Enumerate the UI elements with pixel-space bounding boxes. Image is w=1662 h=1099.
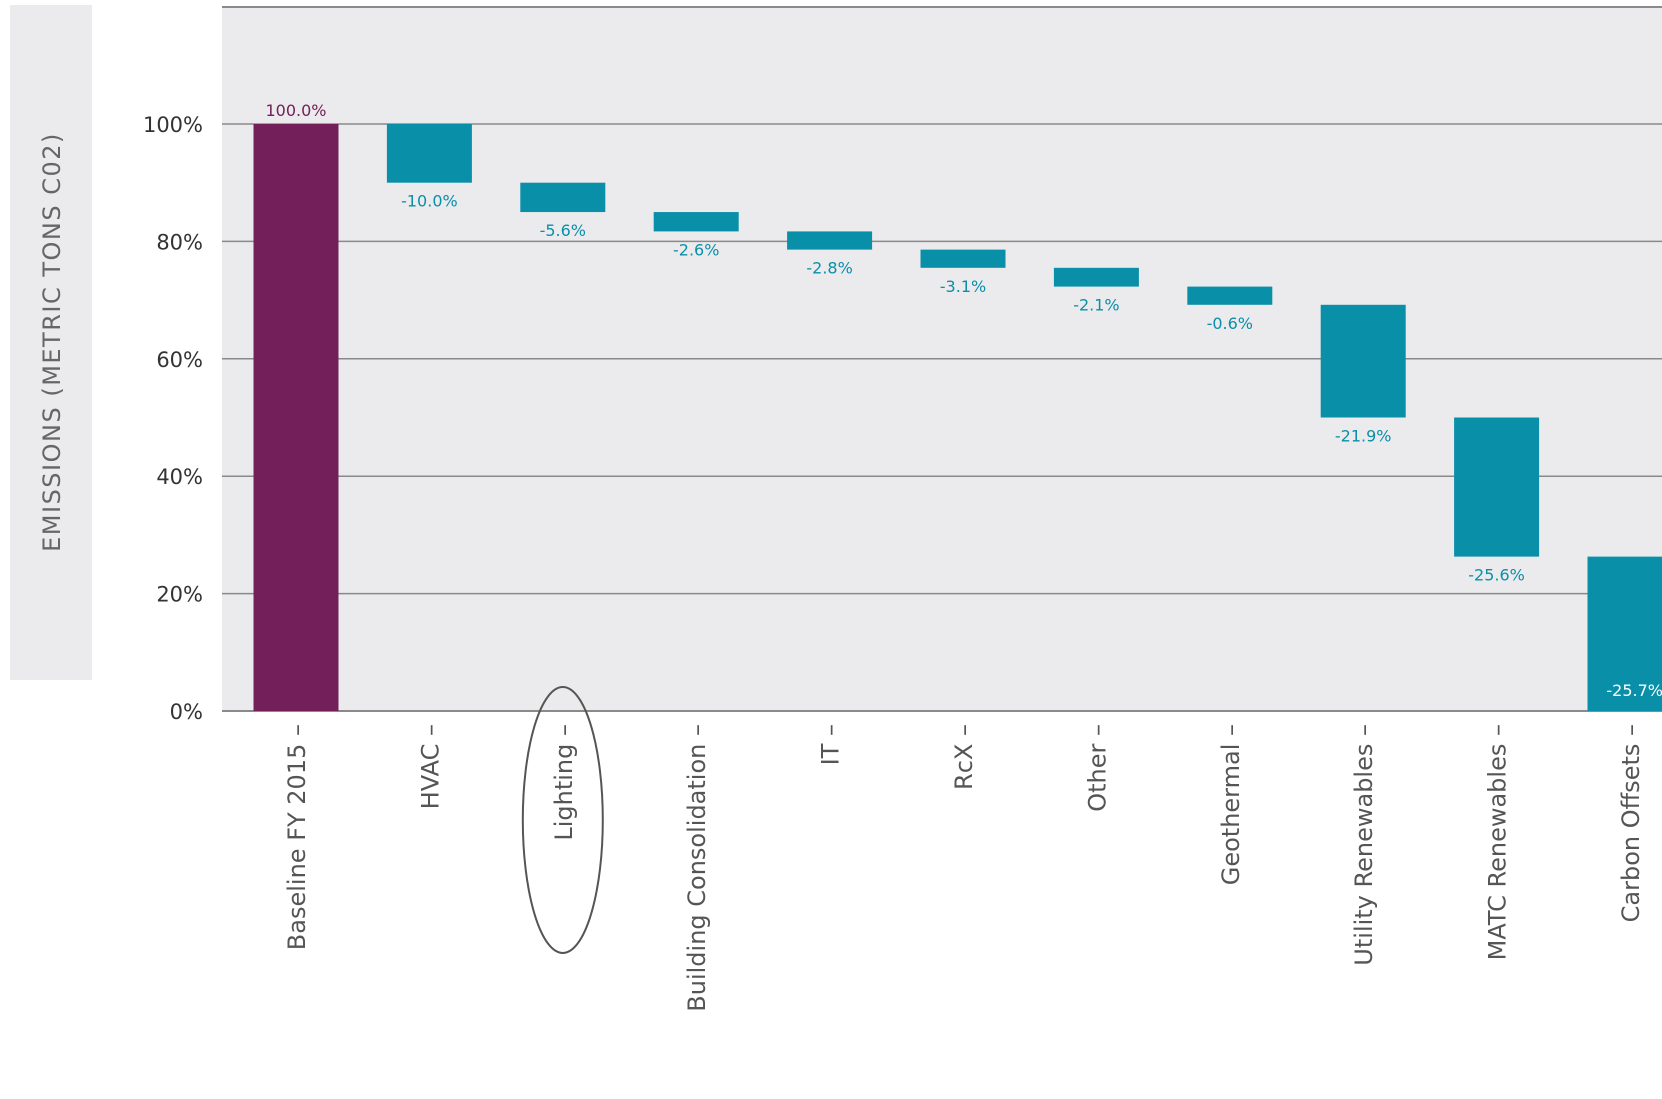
data-label: 100.0% [265, 101, 326, 120]
bar-other [1053, 267, 1139, 287]
y-tick-label: 100% [143, 113, 203, 137]
bar-matc-renewables [1454, 417, 1540, 557]
x-tick-label: Geothermal – [1217, 724, 1245, 885]
gridlines [222, 123, 1662, 712]
data-labels: 100.0% -10.0% -5.6% -2.6% -2.8% -3.1% -2.1% -0.… [265, 101, 1662, 700]
x-axis-ticks: Baseline FY 2015 – HVAC – Lighting – Buildi… [283, 724, 1645, 1012]
y-tick-label: 0% [170, 700, 203, 724]
y-tick-label: 60% [156, 348, 203, 372]
x-tick-label: IT – [817, 724, 845, 765]
data-label: -3.1% [940, 277, 986, 296]
x-tick-label: Other – [1083, 724, 1111, 812]
data-label: -2.6% [673, 240, 719, 259]
y-tick-label: 40% [156, 465, 203, 489]
data-label: -25.7% [1606, 681, 1662, 700]
bar-geothermal [1187, 286, 1273, 305]
bars [253, 124, 1662, 711]
x-tick-label: Lighting – [550, 724, 578, 841]
x-tick-label: Baseline FY 2015 – [283, 724, 311, 950]
lighting-highlight-ellipse [521, 686, 604, 954]
bar-building-consolidation [653, 212, 739, 232]
y-tick-label: 80% [156, 230, 203, 254]
bar-lighting [520, 182, 606, 213]
data-label: -5.6% [540, 221, 586, 240]
y-axis-ticks: 0% 20% 40% 60% 80% 100% [143, 113, 203, 724]
x-tick-label: MATC Renewables – [1484, 724, 1512, 960]
y-label-band [10, 5, 92, 680]
plot-background [222, 6, 1662, 710]
y-axis-label: EMISSIONS (METRIC TONS C02) [38, 132, 66, 552]
data-label: -25.6% [1468, 566, 1525, 585]
y-tick-label: 20% [156, 583, 203, 607]
x-tick-label: Carbon Offsets – [1617, 724, 1645, 922]
data-label: -2.8% [806, 259, 852, 278]
bar-carbon-offsets [1587, 556, 1662, 711]
bar-utility-renewables [1320, 304, 1406, 418]
data-label: -10.0% [401, 192, 458, 211]
bar-it [787, 231, 873, 250]
bar-baseline-fy-2015 [253, 124, 339, 711]
bar-rcx [920, 249, 1006, 268]
x-tick-label: HVAC – [416, 724, 444, 809]
x-tick-label: Utility Renewables – [1350, 724, 1378, 966]
x-tick-label: Building Consolidation – [683, 724, 711, 1012]
x-tick-label: RcX – [950, 724, 978, 790]
bar-hvac [386, 124, 472, 183]
data-label: -0.6% [1207, 314, 1253, 333]
data-label: -2.1% [1073, 296, 1119, 315]
data-label: -21.9% [1335, 427, 1392, 446]
